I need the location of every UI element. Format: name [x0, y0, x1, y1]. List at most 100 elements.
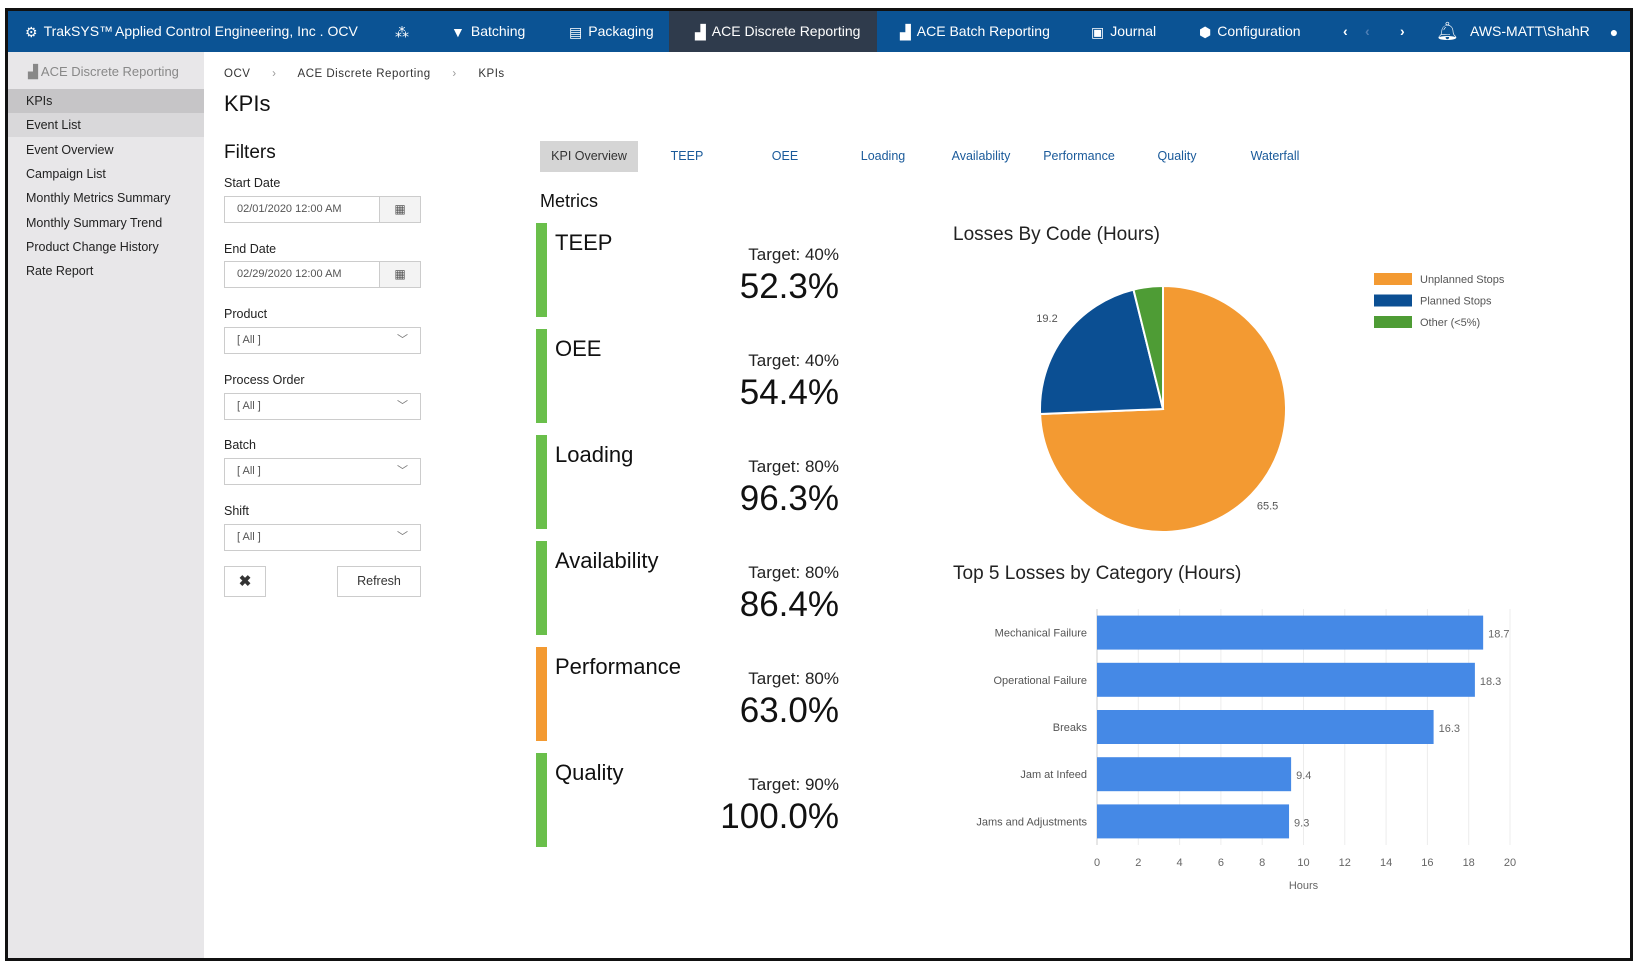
legend-swatch [1374, 316, 1412, 328]
start-date-label: Start Date [224, 176, 281, 190]
pie-data-label: 65.5 [1257, 500, 1278, 512]
end-date-calendar-button[interactable]: ▦ [379, 262, 420, 287]
metrics-title: Metrics [540, 191, 598, 211]
end-date-input[interactable]: 02/29/2020 12:00 AM ▦ [224, 261, 421, 288]
tab-waterfall[interactable]: Waterfall [1250, 149, 1300, 163]
user-menu[interactable]: AWS-MATT\ShahR ● [1470, 11, 1618, 52]
pie-slice-other- [1132, 284, 1164, 410]
chevron-down-icon: ﹀ [397, 531, 408, 543]
app-window: ⚙ TrakSYS™ Applied Control Engineering, I… [5, 8, 1633, 961]
breadcrumb-kpis: KPIs [478, 68, 505, 80]
clear-filters-button[interactable]: ✖ [224, 566, 266, 597]
process-order-label: Process Order [224, 373, 305, 387]
metric-name: TEEP [555, 230, 613, 255]
nav-label: ACE Discrete Reporting [711, 23, 861, 39]
metric-target: Target: 90% [748, 775, 839, 794]
legend-label: Other (<5%) [1420, 317, 1480, 329]
start-date-input[interactable]: 02/01/2020 12:00 AM ▦ [224, 196, 421, 223]
sidebar-item-kpis[interactable]: KPIs [8, 89, 204, 113]
shift-select[interactable]: [ All ] ﹀ [224, 524, 421, 551]
bar-chart-icon: ▟ [695, 23, 706, 40]
site-link[interactable]: Applied Control Engineering, Inc . OCV [115, 23, 358, 39]
scroll-right-button[interactable]: › [1400, 11, 1405, 52]
legend-swatch [1374, 294, 1412, 307]
pie-data-label: 19.2 [1036, 313, 1057, 325]
modules-button[interactable]: ⁂ [395, 11, 409, 52]
metric-value: 96.3% [739, 479, 839, 518]
nav-label: Journal [1110, 23, 1157, 39]
losses-by-code-pie-chart: 65.5 Unplanned Stops 19.2 Planned Stops Othe… [1036, 273, 1505, 533]
bar-data-label: 18.7 [1488, 629, 1509, 641]
breadcrumb: OCV › ACE Discrete Reporting › KPIs [224, 68, 505, 80]
tab-kpi-overview[interactable]: KPI Overview [540, 141, 638, 172]
sidebar-header[interactable]: ▟ ACE Discrete Reporting [28, 64, 179, 80]
batch-label: Batch [224, 438, 256, 452]
breadcrumb-separator: › [272, 68, 277, 80]
tab-oee[interactable]: OEE [771, 149, 799, 163]
x-tick-label: 2 [1135, 857, 1141, 869]
metric-status-bar [536, 435, 547, 529]
metric-name: OEE [555, 336, 602, 361]
page-title: KPIs [224, 91, 271, 116]
archive-icon: ▤ [569, 23, 583, 40]
bar-data-label: 9.4 [1296, 770, 1311, 782]
x-tick-label: 16 [1421, 857, 1433, 869]
tab-performance[interactable]: Performance [1043, 149, 1115, 163]
breadcrumb-ocv[interactable]: OCV [224, 68, 251, 80]
batch-select[interactable]: [ All ] ﹀ [224, 458, 421, 485]
brand-link[interactable]: ⚙ TrakSYS™ [25, 11, 113, 52]
breadcrumb-separator: › [452, 68, 457, 80]
calendar-icon: ▦ [394, 202, 406, 216]
legend-label: Planned Stops [1420, 296, 1492, 308]
x-tick-label: 0 [1094, 857, 1100, 869]
process-order-select[interactable]: [ All ] ﹀ [224, 393, 421, 420]
nav-ace-discrete-reporting[interactable]: ▟ ACE Discrete Reporting [669, 11, 877, 52]
x-tick-label: 6 [1218, 857, 1224, 869]
tab-quality[interactable]: Quality [1157, 149, 1197, 163]
x-axis-label: Hours [1289, 880, 1319, 892]
product-label: Product [224, 307, 268, 321]
x-tick-label: 10 [1297, 857, 1309, 869]
legend-label: Unplanned Stops [1420, 274, 1505, 286]
tab-loading[interactable]: Loading [860, 149, 906, 163]
x-tick-label: 20 [1504, 857, 1516, 869]
nav-packaging[interactable]: ▤ Packaging [569, 11, 654, 52]
tab-teep[interactable]: TEEP [670, 149, 704, 163]
bar-data-label: 16.3 [1439, 723, 1460, 735]
category-label: Mechanical Failure [995, 628, 1087, 640]
category-label: Breaks [1053, 722, 1088, 734]
start-date-calendar-button[interactable]: ▦ [379, 197, 420, 222]
tab-availability[interactable]: Availability [951, 149, 1011, 163]
sidebar-item-event-list[interactable]: Event List [8, 113, 204, 138]
bar-jam-at-infeed [1097, 757, 1292, 792]
metric-status-bar [536, 753, 547, 847]
user-icon: ● [1609, 23, 1619, 40]
close-icon: ✖ [238, 573, 252, 590]
breadcrumb-ace-discrete-reporting[interactable]: ACE Discrete Reporting [297, 68, 431, 80]
calendar-icon: ▦ [394, 267, 406, 281]
bar-chart-icon: ▟ [900, 23, 911, 40]
nav-ace-batch-reporting[interactable]: ▟ ACE Batch Reporting [900, 11, 1050, 52]
metric-name: Loading [555, 442, 634, 467]
x-tick-label: 8 [1259, 857, 1265, 869]
sidebar-item-campaign-list[interactable]: Campaign List [26, 166, 106, 181]
sidebar-item-rate-report[interactable]: Rate Report [26, 264, 94, 279]
scroll-left-button[interactable]: ‹ [1343, 11, 1348, 52]
notifications-button[interactable]: 🔔︎ [1436, 11, 1459, 52]
nav-batching[interactable]: ▼ Batching [451, 11, 525, 52]
refresh-button[interactable]: Refresh [337, 566, 421, 597]
nav-journal[interactable]: ▣ Journal [1091, 11, 1156, 52]
product-select[interactable]: [ All ] ﹀ [224, 327, 421, 354]
bar-data-label: 9.3 [1294, 817, 1309, 829]
sidebar-item-event-overview[interactable]: Event Overview [26, 142, 114, 157]
shift-value: [ All ] [237, 531, 261, 543]
bell-icon: 🔔︎ [1436, 21, 1459, 41]
nav-configuration[interactable]: ⬢ Configuration [1199, 11, 1301, 52]
sidebar-item-monthly-summary-trend[interactable]: Monthly Summary Trend [26, 215, 163, 230]
sidebar-item-monthly-metrics-summary[interactable]: Monthly Metrics Summary [26, 191, 171, 206]
chevron-right-icon: › [1400, 23, 1405, 39]
metric-value: 86.4% [739, 585, 839, 624]
sidebar-item-product-change-history[interactable]: Product Change History [26, 239, 159, 254]
bar-chart-icon: ▟ [28, 64, 41, 79]
metric-target: Target: 80% [748, 669, 839, 688]
